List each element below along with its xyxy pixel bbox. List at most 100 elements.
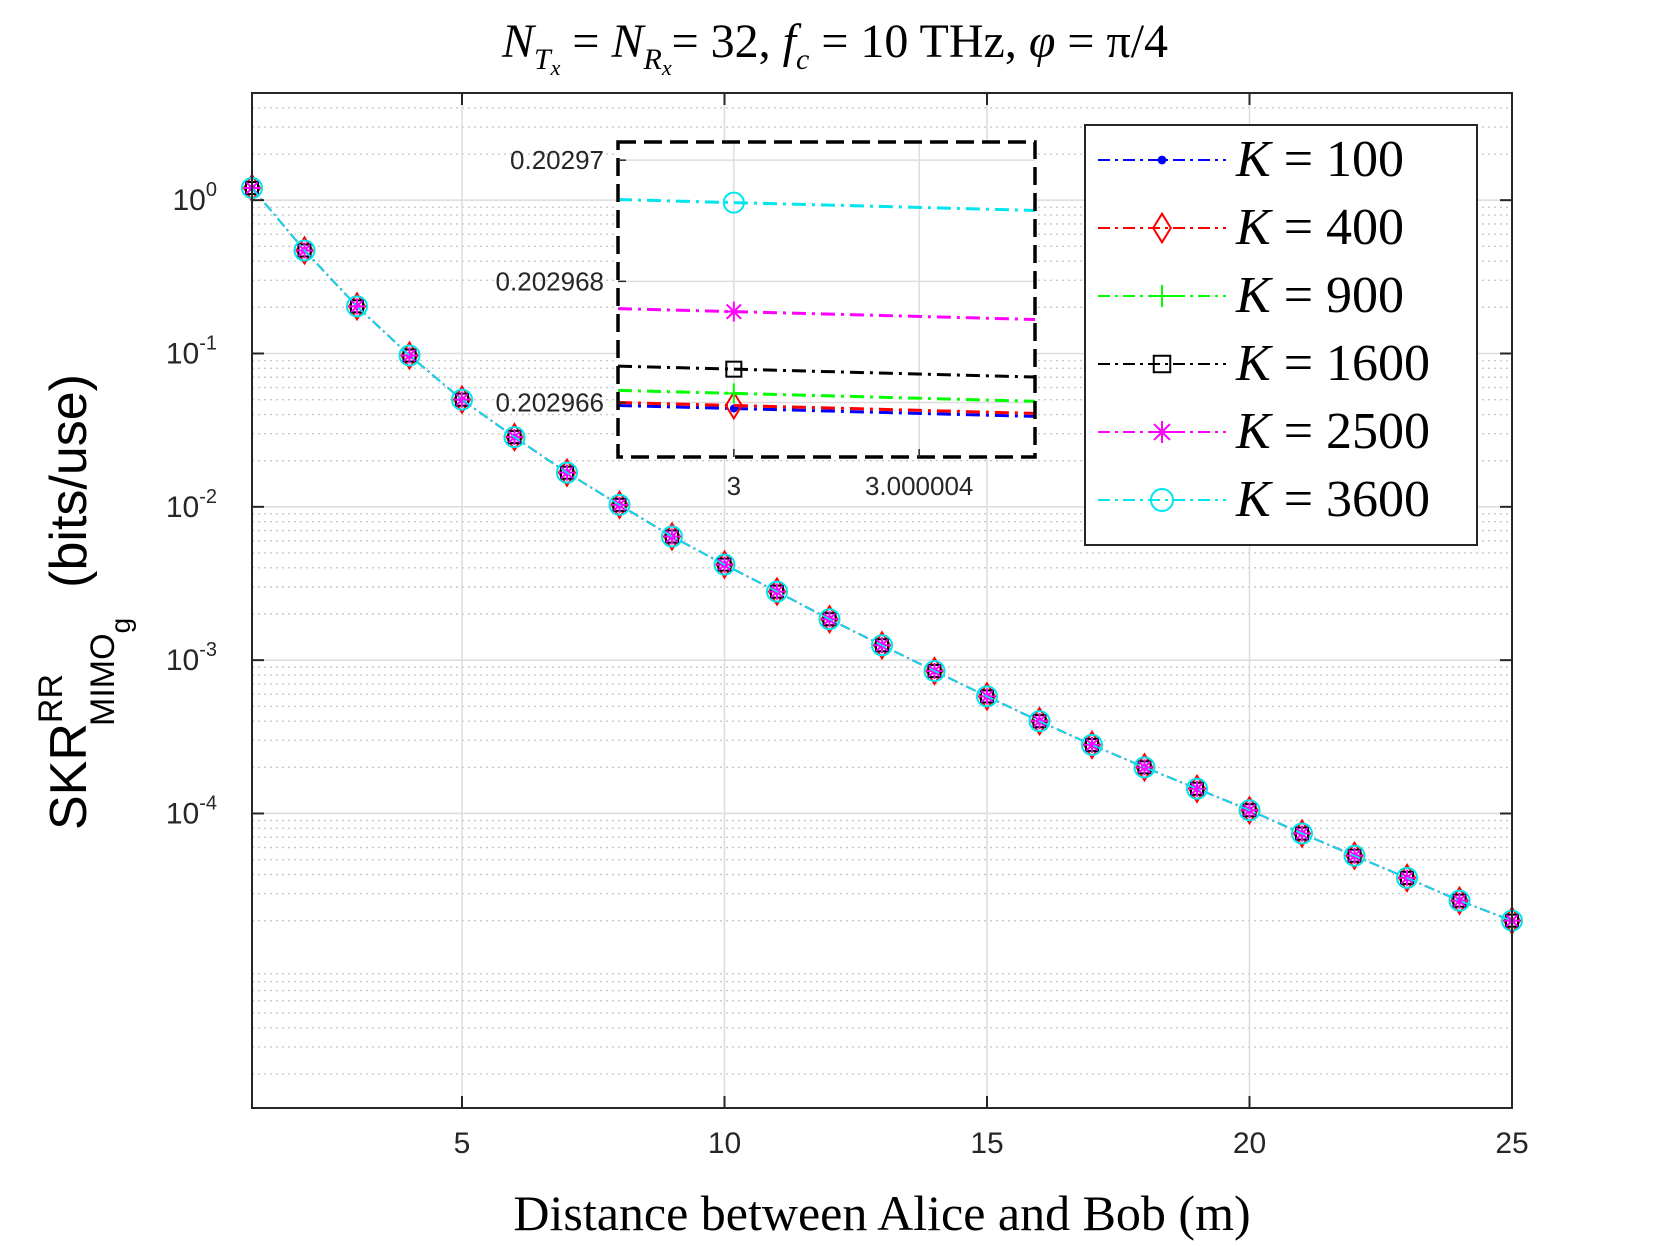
inset-y-tick-label: 0.202968 <box>496 266 604 296</box>
chart-title: NTx = NRx= 32, fc = 10 THz, φ = π/4 <box>501 15 1168 80</box>
y-tick-label: 10-4 <box>166 792 217 830</box>
inset-ticks: 3 3.000004 0.202966 0.202968 0.20297 <box>496 145 974 501</box>
data-point <box>454 391 470 408</box>
legend-label: K = 3600 <box>1235 471 1430 528</box>
data-point <box>1081 733 1103 756</box>
y-axis-label: SKRRR MIMOg (bits/use) <box>32 374 136 830</box>
inset-frame <box>616 140 1037 459</box>
data-point <box>1186 777 1208 800</box>
data-point <box>349 298 365 315</box>
series-line <box>251 187 1513 922</box>
inset-data-point <box>725 360 743 378</box>
inset-series-line <box>618 198 1035 212</box>
title-n1: N <box>501 15 537 68</box>
x-axis-ticks: 5 10 15 20 25 <box>454 93 1529 1160</box>
data-point <box>1451 892 1468 909</box>
x-tick-label: 25 <box>1495 1127 1528 1160</box>
data-point <box>713 553 736 576</box>
data-point <box>1133 756 1156 779</box>
inset-data-point <box>722 191 745 214</box>
data-point <box>451 388 473 411</box>
x-tick-label: 15 <box>970 1127 1003 1160</box>
title-n2: N <box>610 15 646 68</box>
title-phi: φ <box>1029 15 1056 68</box>
y-tick-label: 100 <box>173 179 218 217</box>
data-point <box>1448 889 1471 912</box>
inset-x-tick-label: 3 <box>727 471 741 501</box>
x-tick-label: 10 <box>708 1127 741 1160</box>
data-point <box>976 685 998 708</box>
legend-label: K = 100 <box>1235 131 1404 188</box>
data-point <box>923 659 946 682</box>
title-x-sub1: x <box>550 55 561 80</box>
title-eq4: = π/4 <box>1055 15 1168 68</box>
title-eq3: = 10 THz, <box>809 15 1029 68</box>
data-point <box>1189 780 1205 797</box>
data-point <box>1084 736 1100 753</box>
data-point <box>1028 710 1051 733</box>
data-point <box>661 525 683 548</box>
legend-marker <box>1152 354 1172 374</box>
plot-frame <box>251 92 1513 1109</box>
legend-marker <box>1152 211 1172 245</box>
data-point <box>608 493 631 516</box>
inset-data-point <box>724 390 744 421</box>
inset-series-line <box>618 307 1035 321</box>
inset-data-point <box>723 301 744 322</box>
legend-label: K = 2500 <box>1235 403 1430 460</box>
inset-y-tick-label: 0.202966 <box>496 387 604 417</box>
legend-items: K = 100 K = 400 K = 900 K = 1600 K = 2500 K =… <box>1098 131 1430 528</box>
title-r-sub: R <box>643 43 662 76</box>
inset-data-point <box>723 383 744 404</box>
legend-label: K = 400 <box>1235 199 1404 256</box>
title-c-sub: c <box>796 43 809 76</box>
y-label-main: SKR <box>40 723 98 830</box>
y-label-units: (bits/use) <box>40 374 98 588</box>
title-t-sub: T <box>534 43 553 76</box>
data-point <box>556 461 578 484</box>
inset-series-line <box>618 364 1035 379</box>
inset-series <box>618 191 1035 421</box>
inset-series-line <box>618 400 1035 415</box>
data-point <box>503 426 526 449</box>
data-point <box>1343 844 1366 867</box>
legend-label: K = 900 <box>1235 267 1404 324</box>
title-eq1: = <box>560 15 611 68</box>
legend-label: K = 1600 <box>1235 335 1430 392</box>
data-point <box>346 295 368 318</box>
legend-box <box>1084 124 1478 546</box>
data-point <box>766 580 788 603</box>
y-tick-label: 10-2 <box>166 486 217 524</box>
inset-grid <box>618 142 1035 457</box>
data-point <box>818 608 841 631</box>
legend: K = 100 K = 400 K = 900 K = 1600 K = 2500 K =… <box>1084 124 1478 546</box>
legend-marker <box>1151 421 1173 443</box>
data-point <box>1238 799 1261 822</box>
y-axis-ticks: 10-4 10-3 10-2 10-1 100 <box>166 179 1512 830</box>
data-point <box>1396 866 1418 889</box>
inset-zoom: 3 3.000004 0.202966 0.202968 0.20297 <box>496 140 1037 501</box>
legend-marker <box>1151 285 1173 307</box>
title-eq2: = 32, <box>672 15 783 68</box>
inset-x-tick-label: 3.000004 <box>865 471 973 501</box>
y-label-sub: MIMO <box>84 633 122 726</box>
y-tick-label: 10-3 <box>166 639 217 677</box>
x-axis-label: Distance between Alice and Bob (m) <box>513 1185 1250 1241</box>
data-point <box>398 344 421 367</box>
data-point <box>1291 822 1313 845</box>
y-label-sup: RR <box>32 674 70 723</box>
y-tick-label: 10-1 <box>166 332 217 370</box>
legend-marker <box>1157 155 1167 165</box>
title-x-sub2: x <box>661 55 672 80</box>
inset-y-tick-label: 0.20297 <box>510 145 604 175</box>
data-point <box>293 239 316 262</box>
data-point <box>871 634 893 657</box>
y-label-subsub: g <box>105 618 136 634</box>
inset-series-line <box>618 388 1035 403</box>
data-point <box>401 347 418 364</box>
inset-series-line <box>618 404 1035 418</box>
x-tick-label: 5 <box>454 1127 471 1160</box>
legend-marker <box>1150 488 1174 512</box>
